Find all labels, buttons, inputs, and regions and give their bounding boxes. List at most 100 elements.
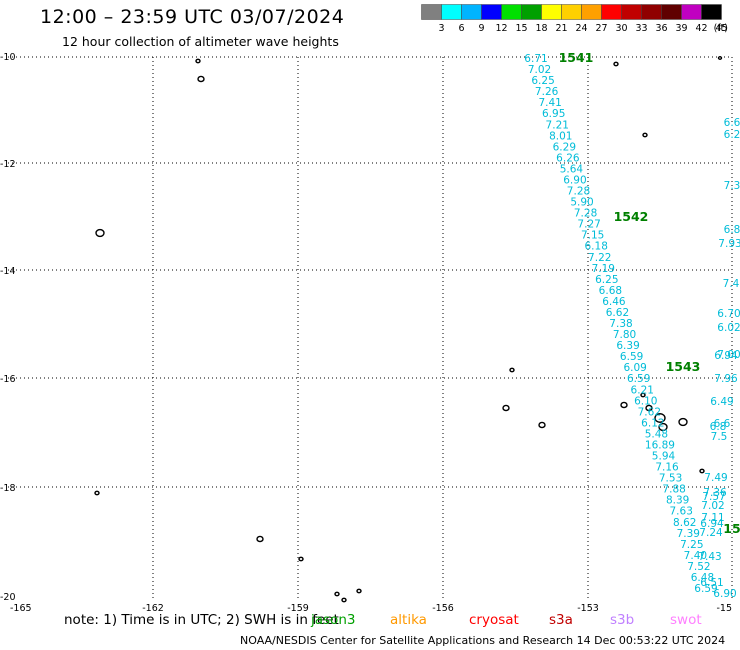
- island-outline: [620, 401, 628, 409]
- wave-height-value: 7.80: [613, 329, 636, 341]
- wave-height-value: 6.12: [641, 417, 664, 429]
- wave-height-value: 6.59: [627, 373, 650, 385]
- island-outline: [197, 75, 205, 83]
- wave-height-value: 6.90: [563, 174, 586, 186]
- wave-height-value: 6.48: [691, 572, 714, 584]
- island-outline: [356, 588, 362, 594]
- legend-label: 15: [515, 23, 527, 34]
- wave-height-value: 7.4: [723, 278, 740, 290]
- longitude-tick-label: -165: [10, 603, 32, 614]
- wave-height-value: 6.59: [694, 583, 717, 595]
- wave-height-value: 8.01: [549, 130, 572, 142]
- wave-height-value: 7.36: [703, 487, 727, 499]
- latitude-tick-label: -16: [0, 374, 16, 385]
- wave-height-value: 7.53: [659, 473, 682, 485]
- wave-height-value: 7.88: [662, 484, 685, 496]
- wave-height-value: 6.70: [717, 308, 740, 320]
- wave-height-value: 7.63: [670, 506, 693, 518]
- legend-swatch: [481, 4, 502, 20]
- wave-height-value: 7.25: [680, 539, 703, 551]
- satellite-name-jason3: jason3: [311, 612, 356, 628]
- wave-height-value: 7.41: [538, 97, 561, 109]
- wave-height-value: 6.46: [602, 296, 626, 308]
- wave-height-value: 6.51: [700, 577, 723, 589]
- wave-height-value: 7.02: [528, 64, 551, 76]
- island-outline: [678, 417, 688, 427]
- legend-swatch: [661, 4, 682, 20]
- wave-height-value: 7.22: [588, 252, 611, 264]
- wave-height-value: 7.16: [655, 462, 679, 474]
- legend-swatch: [441, 4, 462, 20]
- wave-height-value: 7.15: [581, 230, 604, 242]
- legend-label: 12: [495, 23, 507, 34]
- legend-unit: (ft): [714, 23, 728, 34]
- pass-number-labels: 1541 1542 1543 15: [559, 50, 740, 536]
- island-outline: [509, 367, 515, 373]
- wave-height-value: 7.57: [702, 491, 725, 503]
- longitude-tick-label: -156: [432, 603, 454, 614]
- latitude-tick-label: -18: [0, 483, 16, 494]
- wave-height-value: 5.48: [645, 428, 668, 440]
- wave-height-value: 5.90: [570, 197, 593, 209]
- island-outline: [699, 468, 705, 474]
- wave-height-value: 6.6: [724, 117, 740, 129]
- island-outline: [334, 591, 340, 597]
- wave-height-value: 6.39: [616, 340, 639, 352]
- satellite-name-s3b: s3b: [610, 612, 635, 628]
- wave-height-value: 7.3: [724, 180, 740, 192]
- wave-height-value: 8.39: [666, 495, 689, 507]
- wave-height-value: 7.19: [592, 263, 615, 275]
- wave-height-value: 6.68: [599, 285, 622, 297]
- legend-swatch: [601, 4, 622, 20]
- wave-height-value: 7.40: [684, 550, 707, 562]
- wave-height-value: 6.94: [714, 350, 738, 362]
- wave-height-value: 5.64: [560, 163, 584, 175]
- longitude-tick-label: -159: [287, 603, 309, 614]
- wave-height-value: 7.52: [687, 561, 710, 573]
- legend-label: 42: [695, 23, 707, 34]
- longitude-tick-label: -162: [142, 603, 164, 614]
- wave-height-value: 7.02: [701, 500, 724, 512]
- island-outlines: [94, 56, 723, 603]
- wave-height-value: 6.2: [724, 129, 740, 141]
- wave-height-value: 7.38: [609, 318, 632, 330]
- wave-height-value: 16.89: [645, 439, 675, 451]
- legend-label: 3: [438, 23, 444, 34]
- wave-height-value: 6.26: [556, 152, 580, 164]
- wave-height-value: 6.25: [531, 75, 554, 87]
- satellite-name-cryosat: cryosat: [469, 612, 519, 628]
- wave-height-value: 7.28: [567, 186, 590, 198]
- wave-height-value: 7.21: [546, 119, 569, 131]
- legend-swatch: [501, 4, 522, 20]
- map-subtitle: 12 hour collection of altimeter wave hei…: [62, 34, 339, 49]
- wave-height-value: 7.62: [638, 406, 661, 418]
- island-outline: [654, 413, 666, 423]
- legend-label: 21: [555, 23, 567, 34]
- wave-height-value: 6.95: [542, 108, 565, 120]
- wave-height-value: 6.6: [714, 418, 731, 430]
- legend-label: 27: [595, 23, 607, 34]
- wave-height-value: 8.62: [673, 517, 696, 529]
- wave-height-value: 6.18: [585, 241, 608, 253]
- island-outline: [256, 535, 264, 543]
- wave-height-value: 6.8: [710, 421, 727, 433]
- island-outline: [298, 556, 304, 562]
- legend-label: 36: [655, 23, 667, 34]
- wave-height-value: 7.11: [701, 512, 724, 524]
- pass-number: 1542: [614, 209, 649, 224]
- satellite-name-s3a: s3a: [549, 612, 573, 628]
- map-grid: [8, 56, 733, 598]
- wave-height-value: 6.59: [620, 351, 643, 363]
- island-outline: [95, 228, 105, 238]
- legend-label: 9: [478, 23, 484, 34]
- wave-height-value: 7.5: [711, 431, 728, 443]
- wave-height-value: 7.96: [714, 373, 738, 385]
- latitude-tick-label: -12: [0, 159, 16, 170]
- latitude-tick-label: -20: [0, 592, 16, 603]
- wave-height-values: 6.717.026.257.267.416.957.218.016.296.26…: [524, 53, 740, 600]
- pass-number: 1541: [559, 50, 594, 65]
- legend-label: 24: [575, 23, 587, 34]
- wave-height-value: 6.94: [700, 518, 724, 530]
- legend-label: 30: [615, 23, 627, 34]
